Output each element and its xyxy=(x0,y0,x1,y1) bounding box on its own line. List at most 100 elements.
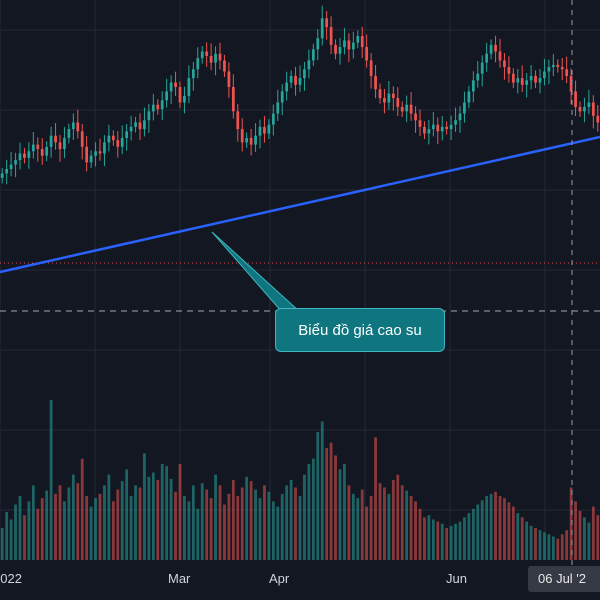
volume-bar xyxy=(414,501,417,560)
candle-body xyxy=(285,82,289,92)
x-tick-label: 2022 xyxy=(0,571,22,586)
candle-body xyxy=(223,60,226,72)
volume-bar xyxy=(440,523,444,560)
volume-bar xyxy=(396,474,400,560)
volume-bar xyxy=(125,469,129,560)
candle-body xyxy=(525,80,529,85)
volume-bar xyxy=(351,493,355,560)
volume-bar xyxy=(449,525,453,560)
candle-body xyxy=(365,47,369,61)
candle-body xyxy=(351,42,355,50)
volume-bar xyxy=(111,501,115,560)
callout-text: Biểu đồ giá cao su xyxy=(298,321,422,339)
candle-body xyxy=(591,102,595,116)
volume-bar xyxy=(516,513,520,560)
volume-bar xyxy=(334,455,337,560)
volume-bar xyxy=(23,515,26,560)
candle-body xyxy=(503,60,506,68)
candle-body xyxy=(391,93,395,99)
volume-bar xyxy=(254,489,257,560)
candle-body xyxy=(54,135,57,143)
volume-bar xyxy=(378,483,382,560)
volume-bar xyxy=(338,469,342,560)
volume-bar xyxy=(31,485,35,560)
candle-body xyxy=(360,36,364,48)
volume-bar xyxy=(583,517,586,560)
candle-body xyxy=(134,122,137,127)
candle-body xyxy=(334,44,337,54)
candle-body xyxy=(440,126,444,132)
candle-body xyxy=(320,18,324,39)
candle-body xyxy=(138,122,142,130)
candle-body xyxy=(94,151,97,156)
volume-bar xyxy=(5,512,9,560)
candle-body xyxy=(431,124,435,130)
candle-body xyxy=(343,40,346,48)
candle-body xyxy=(36,144,40,150)
volume-bar xyxy=(249,481,253,560)
candle-body xyxy=(245,137,249,143)
candle-body xyxy=(111,135,115,141)
candle-body xyxy=(587,102,591,107)
candle-body xyxy=(547,67,551,72)
candle-body xyxy=(187,78,191,96)
candle-body xyxy=(316,38,320,50)
volume-bar xyxy=(160,464,164,560)
volume-bar xyxy=(236,496,240,560)
candle-body xyxy=(103,142,106,154)
volume-bar xyxy=(205,489,209,560)
volume-bar xyxy=(147,476,151,560)
volume-bar xyxy=(400,485,404,560)
candle-body xyxy=(200,51,204,59)
trendline[interactable] xyxy=(0,135,600,274)
candle-body xyxy=(534,75,537,83)
volume-bar xyxy=(551,536,555,560)
volume-bar xyxy=(40,498,44,560)
volume-bar xyxy=(329,442,333,560)
candle-body xyxy=(298,78,302,85)
candle-body xyxy=(191,69,195,79)
volume-bar xyxy=(178,464,182,560)
volume-bar xyxy=(223,504,226,560)
volume-bar xyxy=(423,517,426,560)
volume-bar xyxy=(49,400,53,560)
candle-body xyxy=(231,86,235,112)
candle-body xyxy=(151,104,155,112)
volume-bar xyxy=(240,487,244,560)
volume-bar xyxy=(494,491,497,560)
volume-bar xyxy=(463,517,466,560)
volume-bar xyxy=(209,498,213,560)
candle-body xyxy=(49,135,53,147)
volume-bar xyxy=(591,506,595,560)
candle-body xyxy=(498,51,502,61)
volume-bar xyxy=(218,485,222,560)
volume-bar xyxy=(356,498,360,560)
candle-body xyxy=(0,173,4,178)
volume-bar xyxy=(543,532,546,560)
volume-bar xyxy=(316,432,320,560)
candle-body xyxy=(378,89,382,99)
candle-body xyxy=(565,69,569,76)
volume-bar xyxy=(89,506,93,560)
candle-body xyxy=(40,149,44,156)
chart-annotation-callout[interactable]: Biểu đồ giá cao su xyxy=(275,308,445,352)
x-tick-label: Apr xyxy=(269,571,290,586)
candle-body xyxy=(511,73,515,83)
volume-bar xyxy=(343,464,346,560)
volume-bar xyxy=(58,485,62,560)
candle-body xyxy=(454,120,457,125)
candle-body xyxy=(263,126,266,134)
volume-bar xyxy=(289,480,293,560)
candle-body xyxy=(209,55,213,63)
volume-bar xyxy=(214,474,217,560)
volume-bar xyxy=(107,474,111,560)
candle-body xyxy=(71,122,75,130)
candle-body xyxy=(80,131,84,147)
candle-body xyxy=(18,153,22,161)
volume-bar xyxy=(9,519,13,560)
volume-bar xyxy=(245,476,249,560)
candle-body xyxy=(156,104,160,110)
volume-bar xyxy=(191,485,195,560)
candle-body xyxy=(183,95,186,103)
